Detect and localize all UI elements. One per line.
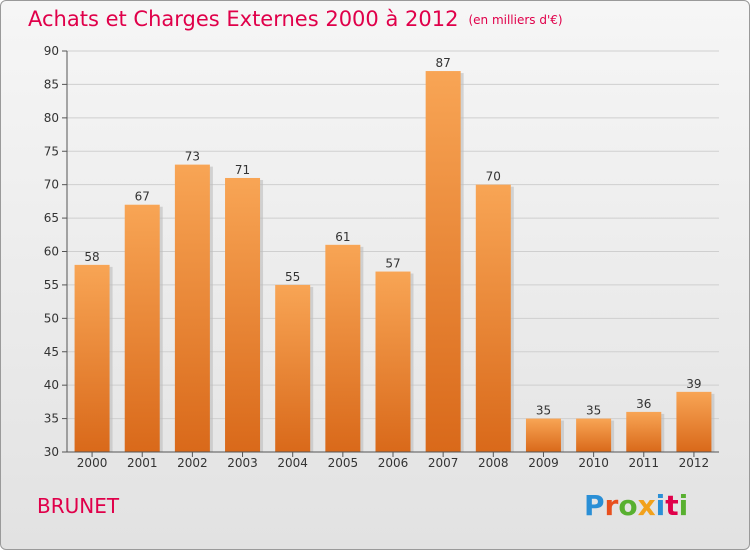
data-label: 57 — [385, 257, 400, 271]
y-tick-label: 65 — [44, 211, 59, 225]
data-label: 35 — [536, 404, 551, 418]
x-tick-label: 2009 — [528, 456, 559, 470]
bar — [626, 411, 662, 452]
y-tick-label: 60 — [44, 245, 59, 259]
logo-letter: r — [604, 489, 619, 522]
bar — [275, 284, 311, 452]
bar — [525, 418, 561, 452]
x-tick-label: 2010 — [578, 456, 609, 470]
y-tick-label: 85 — [44, 77, 59, 91]
x-tick-label: 2004 — [277, 456, 308, 470]
data-label: 39 — [686, 377, 701, 391]
data-label: 73 — [185, 150, 200, 164]
chart-title-text: Achats et Charges Externes 2000 à 2012 — [28, 7, 459, 31]
chart-unit: (en milliers d'€) — [468, 13, 563, 27]
y-tick-label: 30 — [44, 445, 59, 459]
y-tick-label: 40 — [44, 378, 59, 392]
bar — [375, 271, 411, 452]
logo-letter: P — [584, 489, 605, 522]
y-tick-label: 75 — [44, 144, 59, 158]
x-tick-label: 2006 — [378, 456, 409, 470]
y-tick-label: 80 — [44, 111, 59, 125]
y-tick-label: 35 — [44, 412, 59, 426]
bar — [74, 264, 110, 452]
bars — [74, 71, 715, 453]
x-tick-label: 2001 — [127, 456, 158, 470]
data-label: 61 — [335, 230, 350, 244]
labels: 30 35 40 45 50 55 60 65 70 75 80 85 90 58 2000 67 2001 73… — [44, 44, 709, 470]
data-label: 58 — [84, 250, 99, 264]
x-tick-label: 2012 — [679, 456, 710, 470]
x-tick-label: 2007 — [428, 456, 459, 470]
bar — [676, 391, 712, 452]
axes — [62, 50, 719, 457]
bar — [475, 184, 511, 452]
bar — [325, 244, 361, 452]
data-label: 70 — [486, 170, 501, 184]
logo-letter: i — [655, 489, 666, 522]
logo-letter: o — [618, 489, 638, 522]
y-tick-label: 55 — [44, 278, 59, 292]
bar — [425, 71, 461, 453]
commune-name: BRUNET — [37, 494, 120, 518]
y-tick-label: 70 — [44, 178, 59, 192]
bar — [576, 418, 612, 452]
data-label: 67 — [135, 190, 150, 204]
x-tick-label: 2002 — [177, 456, 208, 470]
data-label: 36 — [636, 397, 651, 411]
x-tick-label: 2000 — [77, 456, 108, 470]
data-label: 35 — [586, 404, 601, 418]
x-tick-label: 2008 — [478, 456, 509, 470]
bar — [174, 164, 210, 452]
data-label: 71 — [235, 163, 250, 177]
bar — [225, 177, 261, 452]
logo-letter: t — [665, 489, 679, 522]
x-tick-label: 2003 — [227, 456, 258, 470]
logo-letter: x — [637, 489, 656, 522]
data-label: 87 — [436, 56, 451, 70]
y-tick-label: 50 — [44, 311, 59, 325]
x-tick-label: 2005 — [328, 456, 359, 470]
logo-letter: i — [678, 489, 689, 522]
x-tick-label: 2011 — [628, 456, 659, 470]
data-label: 55 — [285, 270, 300, 284]
y-tick-label: 90 — [44, 44, 59, 58]
chart-title: Achats et Charges Externes 2000 à 2012 (e… — [28, 7, 563, 31]
bar — [124, 204, 160, 452]
proxiti-logo: Proxiti — [584, 489, 688, 522]
y-tick-label: 45 — [44, 345, 59, 359]
